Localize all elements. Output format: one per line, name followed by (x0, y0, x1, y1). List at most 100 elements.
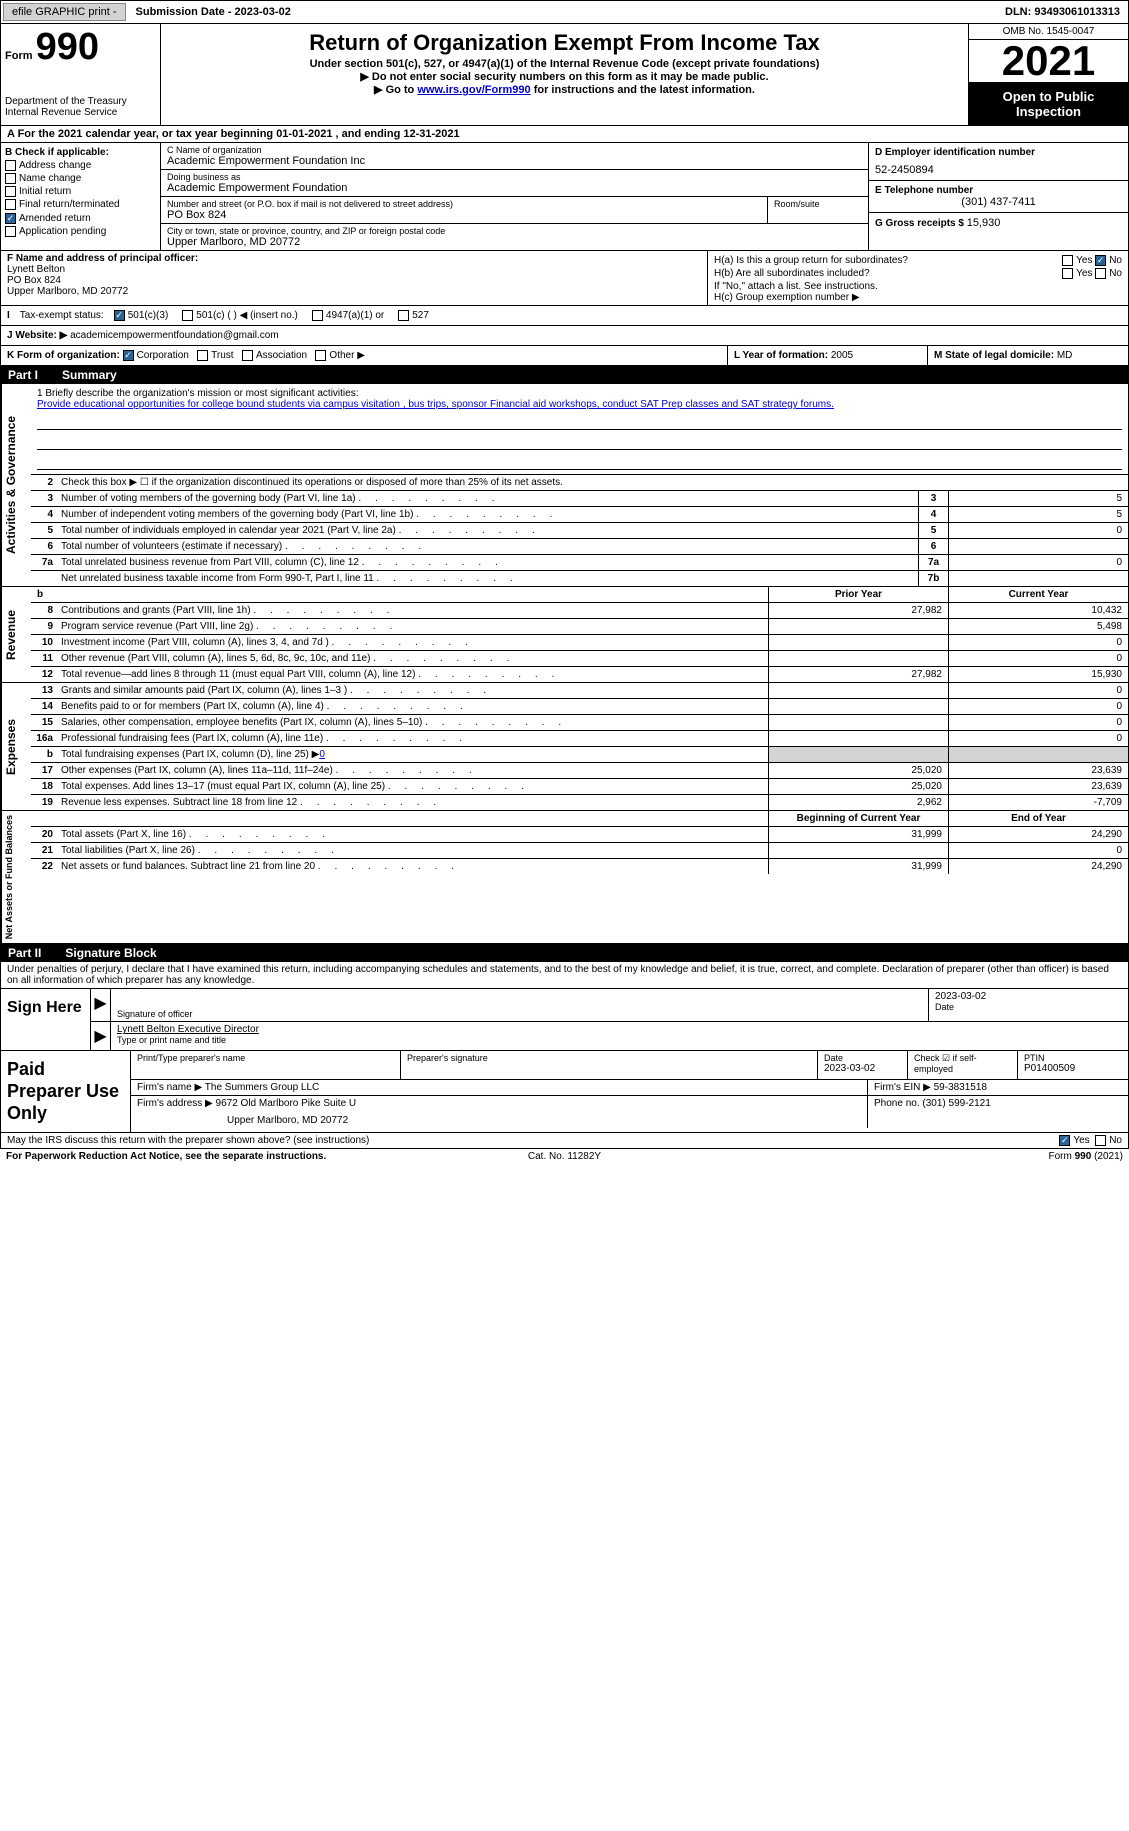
vtab-revenue: Revenue (1, 587, 31, 682)
perjury-statement: Under penalties of perjury, I declare th… (0, 962, 1129, 989)
chk-corporation[interactable] (123, 350, 134, 361)
chk-final-return[interactable] (5, 199, 16, 210)
year-formation: 2005 (831, 350, 853, 361)
chk-501c[interactable] (182, 310, 193, 321)
row-j: J Website: ▶ academicempowermentfoundati… (0, 326, 1129, 346)
expense-line: 15Salaries, other compensation, employee… (31, 715, 1128, 731)
chk-application-pending[interactable] (5, 226, 16, 237)
line2-desc: Check this box ▶ ☐ if the organization d… (57, 475, 1128, 490)
m-label: M State of legal domicile: (934, 350, 1054, 361)
firm-phone: (301) 599-2121 (922, 1098, 990, 1109)
efile-print-button[interactable]: efile GRAPHIC print - (3, 3, 126, 21)
dba-name: Academic Empowerment Foundation (167, 182, 862, 194)
c-name-label: C Name of organization (167, 145, 862, 155)
hdr-end-year: End of Year (948, 811, 1128, 826)
section-k: K Form of organization: Corporation Trus… (1, 346, 728, 365)
hdr-beginning-year: Beginning of Current Year (768, 811, 948, 826)
chk-discuss-no[interactable] (1095, 1135, 1106, 1146)
chk-amended-return[interactable] (5, 213, 16, 224)
form-subtitle: Under section 501(c), 527, or 4947(a)(1)… (165, 58, 964, 70)
l-label: L Year of formation: (734, 350, 828, 361)
chk-ha-no[interactable] (1095, 255, 1106, 266)
section-activities-governance: Activities & Governance 1 Briefly descri… (0, 384, 1129, 587)
chk-other[interactable] (315, 350, 326, 361)
j-label: J Website: ▶ (7, 330, 67, 341)
chk-trust[interactable] (197, 350, 208, 361)
dba-label: Doing business as (167, 172, 862, 182)
prep-name-label: Print/Type preparer's name (137, 1053, 394, 1063)
gov-line: Net unrelated business taxable income fr… (31, 571, 1128, 586)
chk-address-change[interactable] (5, 160, 16, 171)
part1-header: Part I Summary (0, 366, 1129, 384)
hdr-prior-year: Prior Year (768, 587, 948, 602)
submission-date: Submission Date - 2023-03-02 (128, 4, 299, 20)
part2-header: Part II Signature Block (0, 944, 1129, 962)
chk-hb-yes[interactable] (1062, 268, 1073, 279)
section-net-assets: Net Assets or Fund Balances Beginning of… (0, 811, 1129, 944)
expense-line: 14Benefits paid to or for members (Part … (31, 699, 1128, 715)
firm-addr2: Upper Marlboro, MD 20772 (227, 1115, 861, 1126)
chk-501c3[interactable] (114, 310, 125, 321)
discuss-row: May the IRS discuss this return with the… (0, 1133, 1129, 1149)
addr-label: Number and street (or P.O. box if mail i… (167, 199, 761, 209)
form-footer: Form 990 (2021) (751, 1151, 1123, 1162)
netassets-line: 21Total liabilities (Part X, line 26)0 (31, 843, 1128, 859)
ptin-label: PTIN (1024, 1053, 1122, 1063)
row-i: I Tax-exempt status: 501(c)(3) 501(c) ( … (0, 306, 1129, 326)
form-title: Return of Organization Exempt From Incom… (165, 30, 964, 56)
sig-date: 2023-03-02 (935, 991, 1122, 1002)
section-expenses: Expenses 13Grants and similar amounts pa… (0, 683, 1129, 811)
room-suite-label: Room/suite (768, 197, 868, 223)
hb-question: H(b) Are all subordinates included? (714, 268, 1062, 279)
mission-block: 1 Briefly describe the organization's mi… (31, 384, 1128, 475)
sign-block: Sign Here ▶ Signature of officer 2023-03… (0, 989, 1129, 1051)
chk-initial-return[interactable] (5, 186, 16, 197)
chk-association[interactable] (242, 350, 253, 361)
gov-line: 6Total number of volunteers (estimate if… (31, 539, 1128, 555)
sig-date-label: Date (935, 1002, 1122, 1012)
chk-4947[interactable] (312, 310, 323, 321)
firm-ein-label: Firm's EIN ▶ (874, 1082, 931, 1093)
irs-link[interactable]: www.irs.gov/Form990 (417, 84, 530, 96)
gov-line: 7aTotal unrelated business revenue from … (31, 555, 1128, 571)
mission-label: 1 Briefly describe the organization's mi… (37, 388, 1122, 399)
open-public-inspection: Open to Public Inspection (969, 83, 1128, 125)
section-b: B Check if applicable: Address change Na… (1, 143, 161, 250)
form-label: Form (5, 50, 33, 62)
expense-line: bTotal fundraising expenses (Part IX, co… (31, 747, 1128, 763)
org-name: Academic Empowerment Foundation Inc (167, 155, 862, 167)
chk-discuss-yes[interactable] (1059, 1135, 1070, 1146)
chk-hb-no[interactable] (1095, 268, 1106, 279)
paid-preparer-block: Paid Preparer Use Only Print/Type prepar… (0, 1051, 1129, 1133)
section-revenue: Revenue b Prior Year Current Year 8Contr… (0, 587, 1129, 683)
dept-treasury: Department of the Treasury (5, 96, 156, 107)
state-domicile: MD (1057, 350, 1073, 361)
chk-527[interactable] (398, 310, 409, 321)
street-address: PO Box 824 (167, 209, 761, 221)
part2-title: Signature Block (65, 946, 156, 960)
vtab-nafb: Net Assets or Fund Balances (1, 811, 31, 943)
hb-note: If "No," attach a list. See instructions… (714, 281, 1122, 292)
firm-addr1: 9672 Old Marlboro Pike Suite U (216, 1098, 357, 1109)
chk-ha-yes[interactable] (1062, 255, 1073, 266)
header-center: Return of Organization Exempt From Incom… (161, 24, 968, 125)
ptin-value: P01400509 (1024, 1063, 1122, 1074)
mission-text: Provide educational opportunities for co… (37, 399, 1122, 410)
expense-line: 13Grants and similar amounts paid (Part … (31, 683, 1128, 699)
form-number: 990 (36, 26, 99, 68)
revenue-line: 11Other revenue (Part VIII, column (A), … (31, 651, 1128, 667)
dln: DLN: 93493061013313 (997, 4, 1128, 20)
footer-note: For Paperwork Reduction Act Notice, see … (0, 1149, 1129, 1164)
ein-value: 52-2450894 (875, 164, 1122, 176)
prep-date: 2023-03-02 (824, 1063, 901, 1074)
row-klm: K Form of organization: Corporation Trus… (0, 346, 1129, 366)
gross-receipts-label: G Gross receipts $ (875, 218, 964, 229)
pra-notice: For Paperwork Reduction Act Notice, see … (6, 1151, 378, 1162)
chk-name-change[interactable] (5, 173, 16, 184)
sign-arrow-icon-2: ▶ (91, 1022, 111, 1050)
website-value: academicempowermentfoundation@gmail.com (70, 330, 279, 341)
officer-addr1: PO Box 824 (7, 275, 701, 286)
officer-name: Lynett Belton (7, 264, 701, 275)
irs-label: Internal Revenue Service (5, 107, 156, 118)
prep-self-employed: Check ☑ if self-employed (908, 1051, 1018, 1079)
